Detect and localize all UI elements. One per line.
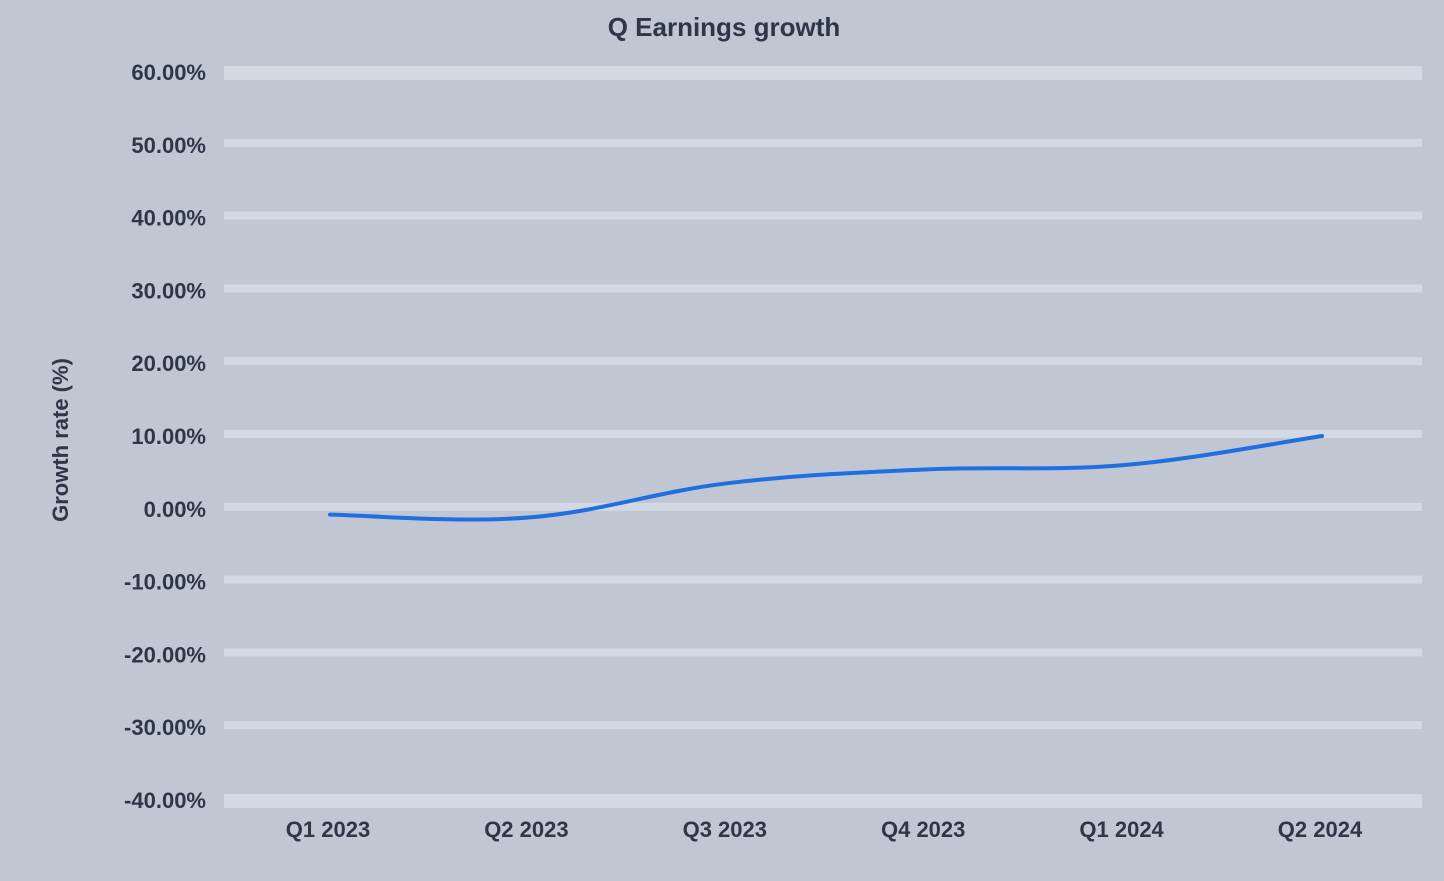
grid-lines xyxy=(224,66,1422,808)
grid-line xyxy=(224,138,1422,147)
y-tick-label: 60.00% xyxy=(131,60,206,85)
y-tick-label: 0.00% xyxy=(144,497,206,522)
x-tick-label: Q2 2023 xyxy=(484,817,568,842)
x-tick-label: Q1 2023 xyxy=(286,817,370,842)
series-line xyxy=(328,434,1324,522)
series-layer xyxy=(328,434,1324,522)
y-tick-label: 20.00% xyxy=(131,351,206,376)
grid-line xyxy=(224,648,1422,657)
grid-line xyxy=(224,575,1422,584)
y-tick-label: -20.00% xyxy=(124,642,206,667)
grid-line xyxy=(224,66,1422,80)
y-axis-ticks: -40.00% -30.00% -20.00% -10.00% 0.00% 10.00% 2… xyxy=(124,60,206,813)
grid-line xyxy=(224,430,1422,438)
y-tick-label: -40.00% xyxy=(124,788,206,813)
y-tick-label: 30.00% xyxy=(131,278,206,303)
y-axis-label: Growth rate (%) xyxy=(48,358,73,522)
grid-line xyxy=(224,284,1422,293)
x-tick-label: Q4 2023 xyxy=(881,817,965,842)
grid-line xyxy=(224,721,1422,730)
grid-line xyxy=(224,502,1422,511)
grid-line xyxy=(224,357,1422,366)
x-axis-ticks: Q1 2023 Q2 2023 Q3 2023 Q4 2023 Q1 2024 Q2 20… xyxy=(286,817,1363,842)
y-tick-label: -30.00% xyxy=(124,715,206,740)
y-tick-label: -10.00% xyxy=(124,570,206,595)
x-tick-label: Q2 2024 xyxy=(1278,817,1363,842)
x-tick-label: Q1 2024 xyxy=(1079,817,1164,842)
y-tick-label: 50.00% xyxy=(131,133,206,158)
x-tick-label: Q3 2023 xyxy=(683,817,767,842)
chart-title: Q Earnings growth xyxy=(608,12,841,42)
y-tick-label: 10.00% xyxy=(131,424,206,449)
grid-line xyxy=(224,794,1422,808)
y-tick-label: 40.00% xyxy=(131,206,206,231)
grid-line xyxy=(224,211,1422,220)
